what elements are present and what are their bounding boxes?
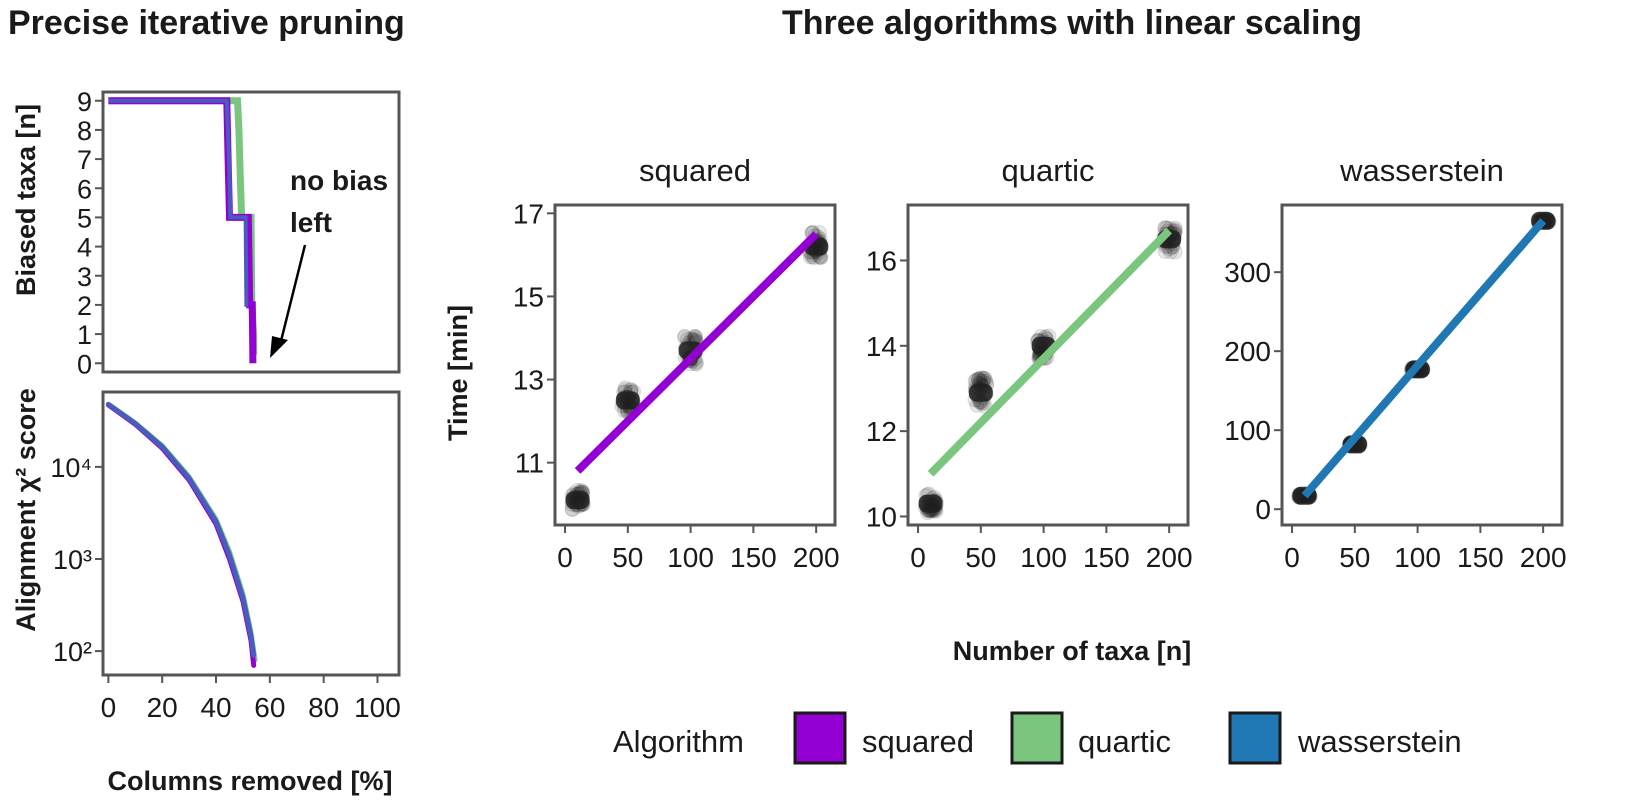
facet-quartic-xtick-label: 0	[910, 542, 926, 573]
alignment-score-ytick-label: 10³	[53, 545, 92, 575]
facet-wasserstein-title: wasserstein	[1339, 153, 1504, 188]
time-ylabel: Time [min]	[443, 305, 473, 441]
facet-quartic-xtick-label: 150	[1083, 542, 1130, 573]
facet-squared-ytick-label: 13	[513, 365, 544, 396]
facet-quartic-ytick-label: 12	[866, 416, 897, 447]
no-bias-left-annotation: no bias left	[290, 165, 388, 238]
alignment-score-frame	[101, 390, 401, 677]
facet-squared-ytick-label: 11	[515, 448, 544, 479]
biased-taxa-ytick-label: 6	[77, 174, 92, 204]
alignment-score-line-0	[105, 401, 258, 663]
facet-wasserstein-xtick-label: 100	[1394, 542, 1441, 573]
biased-taxa-ytick-label: 0	[77, 349, 92, 379]
biased-taxa-line-0	[108, 97, 258, 355]
alignment-score-line-1	[105, 402, 257, 668]
facet-squared-cluster-1	[614, 380, 642, 420]
facet-quartic-ytick-label: 16	[866, 245, 897, 276]
biased-taxa-ytick-label: 7	[77, 145, 92, 175]
legend-swatch-squared	[793, 711, 847, 765]
facet-quartic-xtick-label: 200	[1146, 542, 1193, 573]
alignment-score-xtick-label: 40	[200, 692, 231, 723]
facet-quartic-cluster-core	[918, 494, 943, 513]
facet-squared-xtick-label: 0	[557, 542, 573, 573]
legend-label-wasserstein: wasserstein	[1297, 724, 1462, 759]
biased-taxa-ytick-label: 3	[77, 262, 92, 292]
biased-taxa-frame	[101, 90, 401, 374]
facet-squared-xtick-label: 200	[793, 542, 840, 573]
facet-quartic-ytick-label: 14	[866, 331, 897, 362]
facet-squared-cluster-core	[565, 491, 590, 510]
right-title: Three algorithms with linear scaling	[782, 4, 1362, 42]
facet-wasserstein-fit-line	[1301, 218, 1547, 499]
alignment-score-line-2	[105, 402, 257, 658]
alignment-score-panel: 10² 10³ 10⁴ 0 20 40 60 80 100	[50, 390, 401, 723]
left-title: Precise iterative pruning	[8, 4, 405, 42]
legend-label-quartic: quartic	[1078, 724, 1171, 759]
facet-wasserstein-ytick-label: 200	[1224, 336, 1271, 367]
facet-squared-ytick-label: 15	[513, 281, 544, 312]
biased-taxa-ytick-label: 9	[77, 87, 92, 117]
alignment-score-ytick-label: 10²	[53, 637, 92, 667]
facet-quartic-cluster-core	[968, 383, 993, 402]
facet-squared-xtick-label: 50	[612, 542, 643, 573]
legend-swatch-quartic	[1010, 711, 1064, 765]
facet-squared-fit-line	[574, 231, 819, 474]
biased-taxa-ytick-label: 4	[77, 233, 92, 263]
facet-wasserstein-xtick-label: 50	[1339, 542, 1370, 573]
wasserstein-facet-panel: wasserstein 0 100 200 300 0 50 100 150 200	[1224, 153, 1566, 573]
biased-taxa-ytick-label: 2	[77, 291, 92, 321]
facet-squared-frame	[553, 203, 837, 527]
alignment-score-xtick-label: 80	[308, 692, 339, 723]
biased-taxa-line-1	[108, 97, 257, 364]
facet-wasserstein-xtick-label: 0	[1284, 542, 1300, 573]
biased-taxa-ytick-label: 1	[77, 320, 92, 350]
legend-swatch-wasserstein	[1228, 711, 1282, 765]
biased-taxa-ytick-label: 5	[77, 203, 92, 233]
facet-squared-xtick-label: 150	[730, 542, 777, 573]
facet-wasserstein-ytick-label: 100	[1224, 415, 1271, 446]
facet-wasserstein-xtick-label: 150	[1457, 542, 1504, 573]
legend: Algorithm squared quartic wasserstein	[613, 711, 1462, 765]
facet-quartic-xtick-label: 50	[965, 542, 996, 573]
facet-quartic-frame	[906, 203, 1190, 527]
facet-quartic-xtick-label: 100	[1020, 542, 1067, 573]
number-of-taxa-xlabel: Number of taxa [n]	[953, 636, 1192, 666]
facet-squared-ytick-label: 17	[513, 198, 544, 229]
legend-title: Algorithm	[613, 724, 744, 759]
squared-facet-panel: squared 11 13 15 17 0 50 100 150 200	[513, 153, 840, 573]
facet-quartic-title: quartic	[1001, 153, 1094, 188]
alignment-score-ytick-label: 10⁴	[50, 453, 92, 483]
annotation-arrow-head	[270, 336, 288, 358]
facet-quartic-fit-line	[927, 227, 1173, 477]
legend-label-squared: squared	[862, 724, 974, 759]
biased-taxa-ylabel: Biased taxa [n]	[11, 104, 41, 296]
facet-quartic-ytick-label: 10	[866, 501, 897, 532]
facet-wasserstein-frame	[1280, 203, 1564, 527]
alignment-score-ylabel: Alignment χ² score	[11, 388, 41, 632]
biased-taxa-ytick-label: 8	[77, 116, 92, 146]
alignment-score-xtick-label: 100	[354, 692, 401, 723]
facet-squared-cluster-0	[564, 482, 591, 517]
facet-squared-title: squared	[639, 153, 751, 188]
facet-squared-xtick-label: 100	[667, 542, 714, 573]
facet-wasserstein-ytick-label: 0	[1255, 494, 1271, 525]
alignment-score-xtick-label: 0	[101, 692, 117, 723]
facet-quartic-cluster-0	[917, 486, 945, 521]
quartic-facet-panel: quartic 10 12 14 16 0 50 100 150 200	[866, 153, 1193, 573]
facet-wasserstein-xtick-label: 200	[1520, 542, 1567, 573]
facet-squared-cluster-core	[615, 391, 640, 410]
biased-taxa-line-2	[108, 98, 249, 307]
facet-quartic-cluster-1	[967, 370, 995, 415]
annotation-arrow-shaft	[278, 244, 307, 346]
facet-wasserstein-ytick-label: 300	[1224, 257, 1271, 288]
alignment-score-xtick-label: 60	[254, 692, 285, 723]
columns-removed-xlabel: Columns removed [%]	[107, 766, 392, 796]
alignment-score-xtick-label: 20	[147, 692, 178, 723]
